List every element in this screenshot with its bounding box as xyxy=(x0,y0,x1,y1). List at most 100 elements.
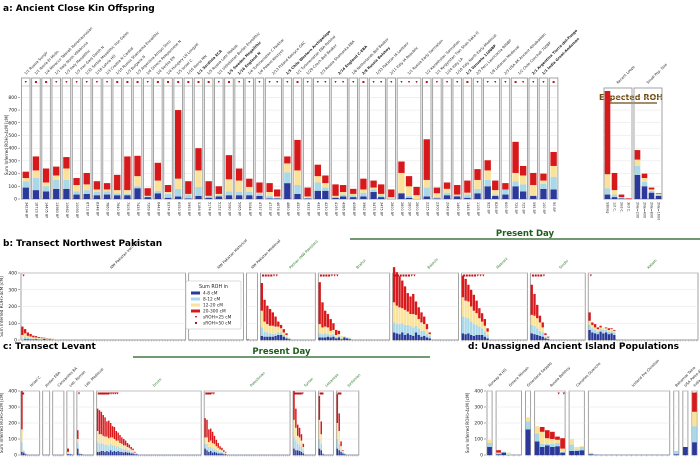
bar-segment-c8_12 xyxy=(225,191,233,196)
bar-segment-c4_8 xyxy=(530,195,537,199)
group-frame xyxy=(500,77,511,200)
bar-segment-c12_20 xyxy=(469,306,473,322)
bar-segment-c20_300 xyxy=(63,157,70,169)
bar-segment-c4_8 xyxy=(53,188,60,199)
bar-segment-c4_8 xyxy=(648,192,655,199)
bar-segment-c8_12 xyxy=(217,451,219,454)
bar-segment-c8_12 xyxy=(134,453,136,455)
bar-segment-c20_300 xyxy=(655,193,662,194)
bar-segment-c12_20 xyxy=(277,326,280,333)
bar-segment-c12_20 xyxy=(360,189,367,193)
bar-segment-c12_20 xyxy=(115,440,117,447)
sroh50-marker xyxy=(205,392,208,395)
bar-segment-c12_20 xyxy=(550,439,555,444)
bar-segment-c8_12 xyxy=(63,179,70,189)
bar-segment-c4_8 xyxy=(420,336,423,340)
bar-segment-c20_300 xyxy=(294,139,301,171)
bar-segment-c8_12 xyxy=(274,333,277,336)
bar-segment-c12_20 xyxy=(83,184,90,191)
bar-segment-c20_300 xyxy=(83,172,90,185)
bar-segment-c4_8 xyxy=(210,451,212,455)
bar-segment-c4_8 xyxy=(478,334,481,340)
bar-segment-c8_12 xyxy=(132,451,134,454)
bar-segment-c8_12 xyxy=(544,336,547,339)
panel-a: a: Ancient Close Kin Offspring 0 100 200 300… xyxy=(3,4,669,220)
bar-segment-c12_20 xyxy=(206,437,208,444)
bar-segment-c4_8 xyxy=(464,197,471,199)
bar-segment-c12_20 xyxy=(588,320,591,325)
bar-segment-c8_12 xyxy=(195,186,202,196)
sample-date-label: 4737 BP xyxy=(258,202,262,216)
bar-segment-c12_20 xyxy=(124,445,127,449)
bar-segment-c20_300 xyxy=(599,325,602,328)
sample-date-label: 1105 BP xyxy=(476,202,480,216)
sroh50-marker xyxy=(534,274,537,277)
bar-segment-c20_300 xyxy=(538,315,542,323)
bar-segment-c12_20 xyxy=(295,427,297,441)
sroh25-marker xyxy=(410,274,413,277)
legend-swatch-c4_8 xyxy=(191,291,200,295)
bar-segment-c8_12 xyxy=(610,330,613,334)
bar-segment-c20_300 xyxy=(123,439,125,446)
bar-segment-c12_20 xyxy=(464,192,471,195)
group-label: NW Pakistan Historical xyxy=(217,238,248,269)
bar-segment-c4_8 xyxy=(591,332,594,340)
bar-segment-c8_12 xyxy=(295,440,297,451)
sample-date-label: 4880 BP xyxy=(286,202,290,216)
sroh25-marker xyxy=(105,81,109,84)
bar-segment-c4_8 xyxy=(256,195,263,199)
sroh50-marker xyxy=(321,392,324,395)
bar-segment-c20_300 xyxy=(100,411,103,435)
bar-segment-c4_8 xyxy=(340,451,342,455)
y-tick-label: 700 xyxy=(8,108,17,114)
group-frame xyxy=(330,77,348,200)
bar-segment-c4_8 xyxy=(533,334,536,340)
bar-segment-c12_20 xyxy=(413,195,420,199)
bar-segment-c4_8 xyxy=(274,198,281,199)
bar-segment-c8_12 xyxy=(607,331,611,335)
bar-segment-c4_8 xyxy=(206,450,208,455)
sroh25-marker xyxy=(116,392,119,395)
sroh50-marker xyxy=(209,392,212,395)
bar-segment-c4_8 xyxy=(604,332,608,340)
bar-segment-c4_8 xyxy=(205,197,212,199)
sroh50-marker xyxy=(296,392,299,395)
bar-segment-c12_20 xyxy=(211,443,214,449)
bar-segment-c4_8 xyxy=(100,451,103,455)
bar-segment-c20_300 xyxy=(21,391,23,430)
bar-segment-c20_300 xyxy=(235,168,243,181)
bar-segment-c20_300 xyxy=(335,329,338,335)
bar-segment-c8_12 xyxy=(599,329,602,332)
sroh25-marker xyxy=(482,274,485,277)
bar-segment-c4_8 xyxy=(320,450,322,455)
group-frame xyxy=(633,87,663,200)
bar-segment-c20_300 xyxy=(134,451,136,453)
bar-segment-c8_12 xyxy=(268,333,272,337)
bar-segment-c8_12 xyxy=(124,448,127,452)
bar-segment-c12_20 xyxy=(274,326,277,334)
bar-segment-c20_300 xyxy=(119,435,121,443)
bar-segment-c12_20 xyxy=(210,440,212,447)
bar-segment-c4_8 xyxy=(544,445,550,455)
sroh25-marker xyxy=(146,81,149,84)
bar-segment-c12_20 xyxy=(395,305,398,325)
sample-date-label: 725 BP xyxy=(514,202,518,214)
bar-segment-c4_8 xyxy=(593,333,597,340)
bar-segment-c4_8 xyxy=(596,334,600,340)
bar-segment-c4_8 xyxy=(655,195,662,199)
bar-segment-c20_300 xyxy=(428,332,431,335)
sample-date-label: 2225 BP xyxy=(425,202,429,216)
bar-segment-c4_8 xyxy=(464,334,467,340)
bar-segment-c12_20 xyxy=(464,300,467,318)
bar-segment-c4_8 xyxy=(80,454,83,455)
expected-bar-label: Sibling xyxy=(606,202,610,213)
population-group: Canaries Guanche xyxy=(568,361,602,457)
sroh50-marker xyxy=(405,274,408,277)
sroh25-marker xyxy=(77,392,81,395)
bar-segment-c8_12 xyxy=(285,336,288,339)
bar-segment-c20_300 xyxy=(298,427,301,438)
bar-segment-c8_12 xyxy=(322,453,324,455)
bar-segment-c12_20 xyxy=(398,307,401,325)
bar-segment-c12_20 xyxy=(67,451,69,454)
